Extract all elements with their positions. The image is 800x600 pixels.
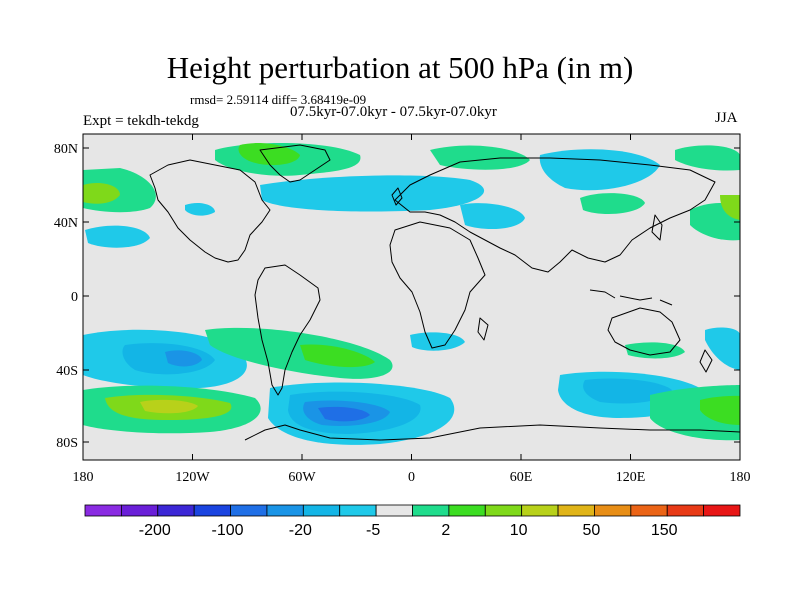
colorbar-swatch: [666, 504, 705, 517]
colorbar-swatch: [339, 504, 377, 517]
colorbar-swatch: [230, 504, 268, 517]
contour-asia-green: [580, 193, 645, 215]
colorbar-swatch: [266, 504, 304, 517]
contour-sindian-east-blue: [583, 378, 672, 404]
colorbar-label: -200: [139, 522, 171, 539]
colorbar-label: 150: [651, 522, 678, 539]
coastline-british-isles: [391, 187, 403, 206]
contour-aus-green: [625, 342, 685, 359]
colorbar-swatch: [120, 504, 159, 517]
rmsd-diff-stats: rmsd= 2.59114 diff= 3.68419e-09: [190, 92, 367, 107]
colorbar-swatch: [484, 504, 523, 517]
contour-spac-darkblue: [165, 350, 202, 367]
colorbar-swatch: [84, 504, 122, 517]
x-tick-label: 60E: [510, 470, 533, 485]
colorbar-swatch: [375, 504, 413, 517]
coastline-south-america: [254, 264, 321, 396]
contour-sh-pac-lime: [700, 395, 740, 425]
contour-sh-atl-deepblue: [318, 406, 370, 422]
contour-spac-yellow: [140, 399, 198, 414]
colorbar-swatch: [302, 504, 341, 517]
period-label: 07.5kyr-07.0kyr - 07.5kyr-07.0kyr: [290, 104, 497, 120]
colorbar-label: 2: [441, 522, 450, 539]
contour-west-pac-cyan: [85, 225, 150, 248]
coastline-japan: [651, 214, 663, 241]
season-label: JJA: [715, 110, 738, 126]
colorbar-swatch: [193, 504, 231, 517]
colorbar-swatch: [630, 504, 668, 517]
contour-epac-lime: [720, 195, 740, 220]
colorbar-swatch: [412, 504, 450, 517]
coastline-greenland: [259, 144, 331, 183]
axis-ticks: [82, 134, 741, 460]
coastline-australia: [607, 307, 681, 356]
x-tick-label: 120E: [616, 470, 646, 485]
colorbar-label: -100: [212, 522, 244, 539]
coastline-antarctica: [244, 424, 740, 441]
x-tick-label: 120W: [175, 470, 210, 485]
y-tick-label: 80S: [56, 436, 78, 451]
y-tick-label: 40S: [56, 364, 78, 379]
coastline-north-america: [149, 159, 271, 263]
colorbar-swatch: [703, 504, 741, 517]
colorbar-swatch: [157, 504, 195, 517]
coastline-indonesia: [589, 289, 673, 306]
contour-tasman-cyan: [705, 327, 740, 370]
coastline-eurasia: [394, 157, 716, 273]
plot-title: Height perturbation at 500 hPa (in m): [166, 50, 634, 85]
coastline-new-zealand: [699, 349, 713, 373]
experiment-label: Expt = tekdh-tekdg: [83, 113, 199, 129]
colorbar-swatch: [448, 504, 486, 517]
colorbar-swatch: [557, 504, 595, 517]
colorbar-swatch: [594, 504, 632, 517]
coastlines: [149, 144, 740, 441]
x-tick-label: 180: [730, 470, 751, 485]
colorbar-label: -20: [289, 522, 312, 539]
x-tick-label: 180: [73, 470, 94, 485]
coastline-madagascar: [477, 317, 489, 341]
colorbar-swatch: [521, 504, 559, 517]
contour-eurasia-cyan: [260, 175, 485, 212]
y-tick-label: 0: [71, 290, 78, 305]
contour-mid-east-cyan: [460, 203, 525, 230]
contour-npac-small-cyan: [185, 202, 215, 216]
axis-labels: 180 120W 60W 0 60E 120E 180 80N 40N 0 40S 80S: [54, 142, 751, 485]
colorbar-label: -5: [366, 522, 380, 539]
contour-greenland-green: [238, 143, 300, 166]
contour-npac-lime: [83, 183, 120, 204]
y-tick-label: 40N: [54, 216, 78, 231]
y-tick-label: 80N: [54, 142, 78, 157]
contour-satl-lime: [300, 344, 375, 368]
x-tick-label: 0: [408, 470, 415, 485]
contour-siberia-cyan: [539, 149, 660, 191]
colorbar: -200 -100 -20 -5 2 10 50 150: [84, 504, 741, 539]
colorbar-label: 10: [510, 522, 528, 539]
contour-far-east-green: [675, 145, 740, 171]
contour-sindian-cyan: [410, 332, 465, 351]
x-tick-label: 60W: [288, 470, 316, 485]
coastline-africa: [389, 221, 486, 349]
colorbar-label: 50: [583, 522, 601, 539]
contour-fills: [83, 143, 740, 445]
